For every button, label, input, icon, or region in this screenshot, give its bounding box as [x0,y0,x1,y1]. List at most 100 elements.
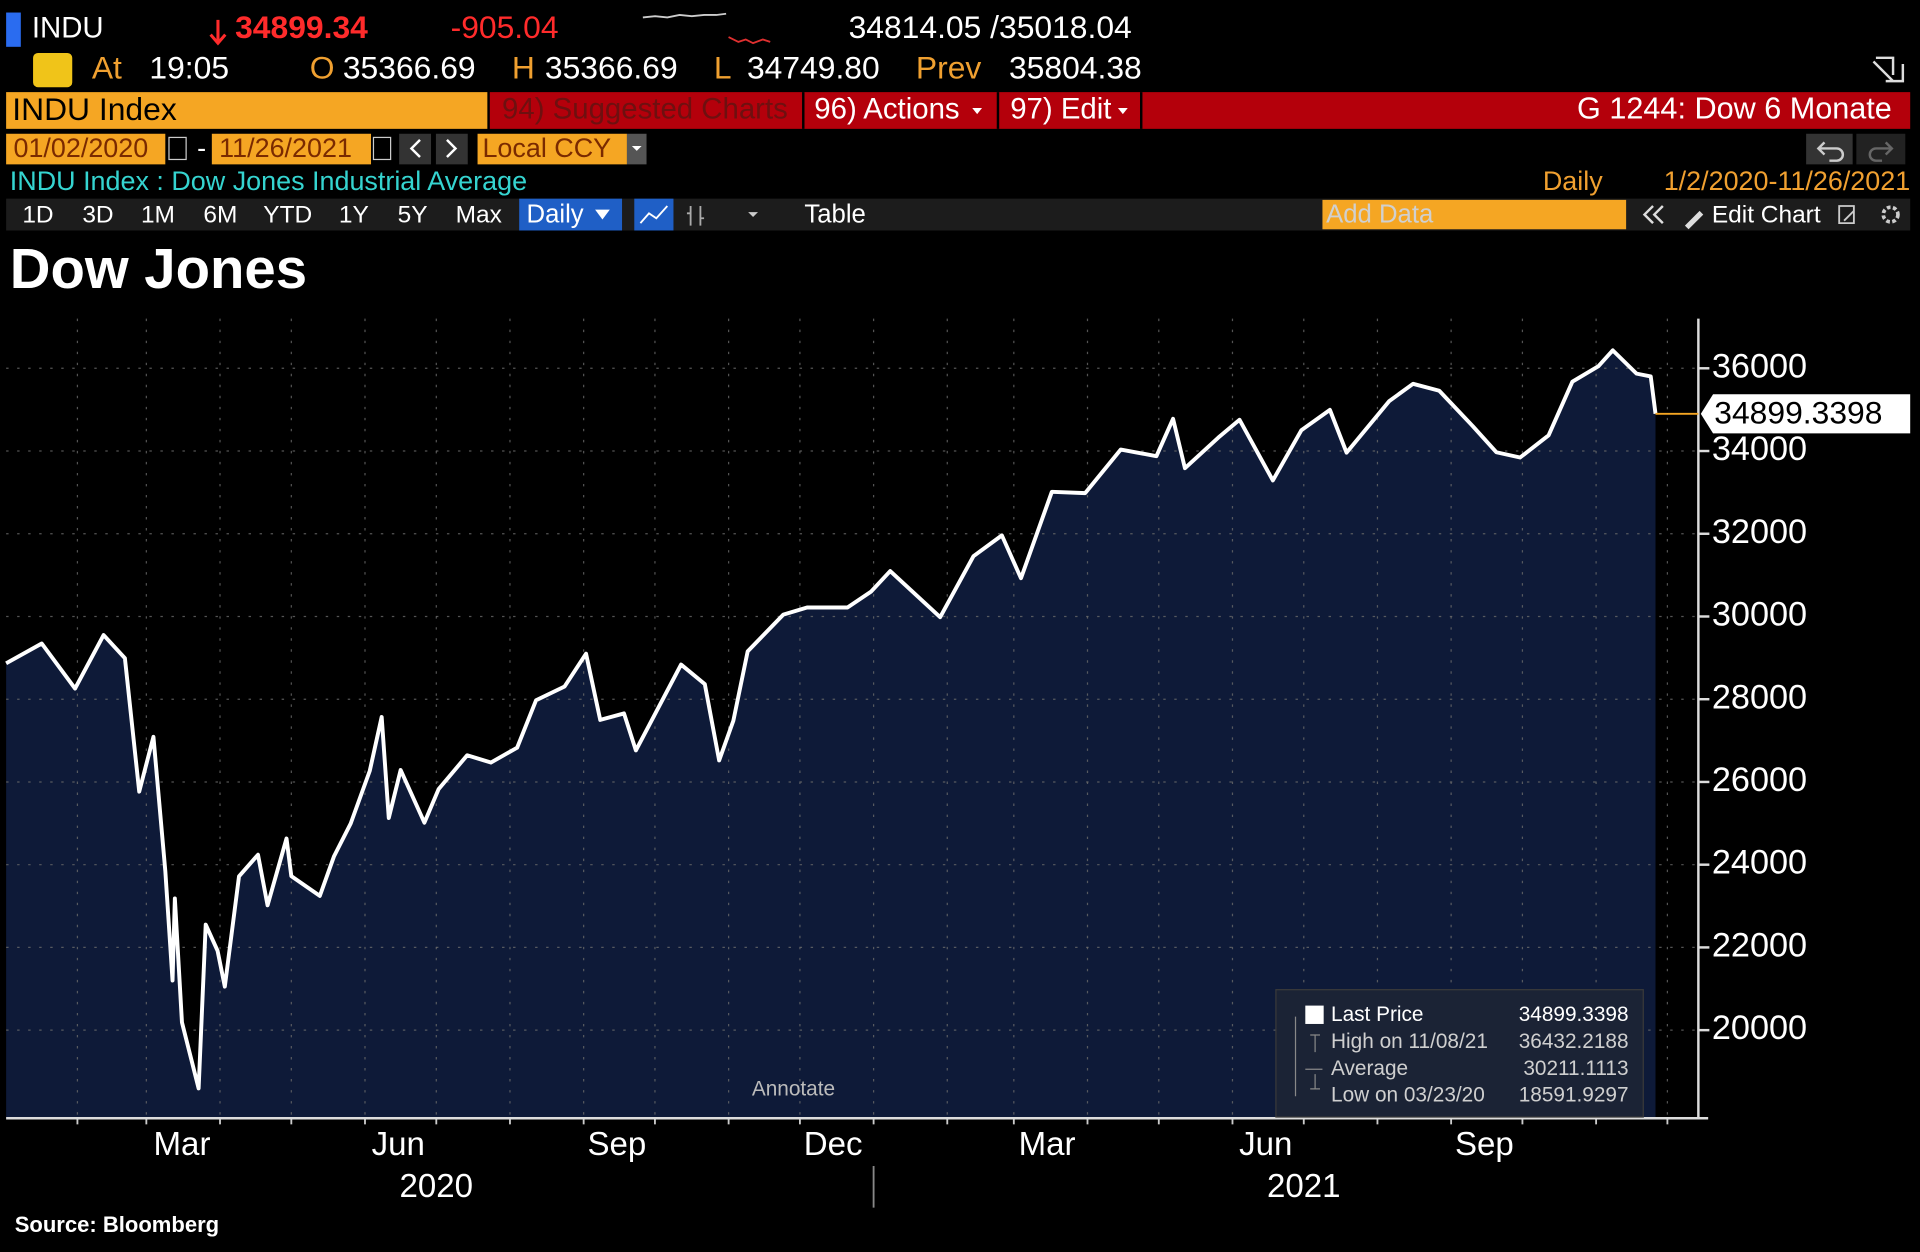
x-tick-label: Mar [1019,1126,1076,1163]
period-button[interactable]: 5Y [398,201,428,228]
period-button[interactable]: YTD [263,201,312,228]
y-tick-label: 32000 [1712,513,1807,551]
end-date: 11/26/2021 [219,133,352,163]
period-button[interactable]: 1D [22,201,53,228]
menu-bar [489,92,1911,129]
description: INDU Index : Dow Jones Industrial Averag… [10,166,527,196]
edit-icon[interactable] [1838,205,1855,225]
add-data-box[interactable] [1322,199,1627,230]
expand-icon[interactable] [1872,56,1905,83]
actions-menu[interactable]: 96) Actions [814,92,959,125]
y-tick-label: 26000 [1712,761,1807,799]
x-tick-label: Dec [804,1126,863,1163]
area [6,350,1656,1118]
legend-label: Average [1331,1057,1408,1080]
ticker: INDU [32,11,104,44]
dropdown-arrow [631,146,642,151]
low-value: 34749.80 [747,49,880,85]
legend-label: Low on 03/23/20 [1331,1084,1485,1107]
page-title: G 1244: Dow 6 Monate [1577,92,1892,126]
period-selected-label: Daily [527,201,584,229]
start-date-box[interactable] [6,133,166,165]
period-button[interactable]: Max [456,201,502,228]
y-tick-label: 34000 [1712,430,1807,468]
y-tick-label: 20000 [1712,1009,1807,1047]
calendar-icon[interactable] [372,136,392,161]
y-tick-label: 24000 [1712,844,1807,882]
settings-icon[interactable] [1881,205,1900,224]
prev-label: Prev [916,49,982,85]
end-date-box[interactable] [211,133,372,165]
currency: Local CCY [482,133,611,163]
x-tick-label: Sep [1455,1126,1514,1163]
sparkline [642,12,727,19]
y-tick-label: 36000 [1712,347,1807,385]
start-date: 01/02/2020 [13,133,148,163]
prev-button[interactable] [399,133,432,165]
line-chart-button[interactable] [634,198,674,231]
currency-box[interactable] [477,133,627,165]
collapse-icon[interactable] [1642,205,1664,225]
suggested-charts: 94) Suggested Charts [502,92,788,125]
high-value: 35366.69 [545,49,678,85]
range: 1/2/2020-11/26/2021 [1664,166,1911,196]
edit-menu[interactable]: 97) Edit [1010,92,1111,125]
chart-title: Dow Jones [10,237,307,300]
security-box[interactable] [6,92,488,129]
security: INDU Index [12,91,177,127]
last-value-label: 34899.3398 [1714,394,1882,430]
bid-ask: 34814.05 /35018.04 [849,9,1132,45]
x-tick-label: Mar [154,1126,211,1163]
frequency: Daily [1543,166,1603,196]
period-arrow [595,209,610,220]
time: 19:05 [149,49,229,85]
period-button[interactable]: 1Y [339,201,369,228]
x-tick-label: Jun [1239,1126,1292,1163]
open-label: O [310,49,335,85]
legend-label: Last Price [1331,1003,1423,1026]
x-tick-label: Jun [372,1126,425,1163]
year-label: 2020 [400,1168,474,1205]
add-data: Add Data [1326,201,1434,229]
legend-value: 34899.3398 [1519,1003,1629,1026]
legend-box [1275,989,1644,1118]
open-value: 35366.69 [343,49,476,85]
date-separator: - [197,133,206,163]
last-price: 34899.34 [235,9,368,45]
clock-icon [33,52,73,88]
menu-arrow [1117,108,1128,115]
y-tick-label: 22000 [1712,926,1807,964]
legend-label: High on 11/08/21 [1331,1030,1488,1053]
prev-value: 35804.38 [1009,49,1142,85]
period-button[interactable]: 3D [82,201,113,228]
y-tick-label: 30000 [1712,596,1807,634]
period-button[interactable]: 1M [141,201,175,228]
prev-arrow [409,139,421,158]
down-arrow [209,19,227,46]
bar-icon[interactable] [686,206,705,226]
high-label: H [512,49,535,85]
annotate-label: Annotate [752,1078,835,1101]
legend-swatch [1305,1005,1324,1024]
next-button[interactable] [435,133,468,165]
change: -905.04 [451,9,559,45]
line-icon [639,205,669,224]
x-tick-label: Sep [588,1126,647,1163]
period-button[interactable]: 6M [203,201,237,228]
price-line [5,348,1658,1091]
pencil-icon [1684,210,1704,230]
next-arrow [446,139,458,158]
undo-icon [1816,141,1845,162]
sparkline [728,36,771,45]
edit-chart[interactable]: Edit Chart [1712,201,1821,228]
y-tick-label: 28000 [1712,678,1807,716]
table-button[interactable]: Table [804,201,865,229]
dropdown-arrow[interactable] [748,212,758,218]
year-label: 2021 [1267,1168,1341,1205]
source: Source: Bloomberg [15,1212,219,1237]
calendar-icon[interactable] [168,136,187,161]
legend-tree [1294,1016,1323,1097]
ticker-marker [6,12,21,47]
